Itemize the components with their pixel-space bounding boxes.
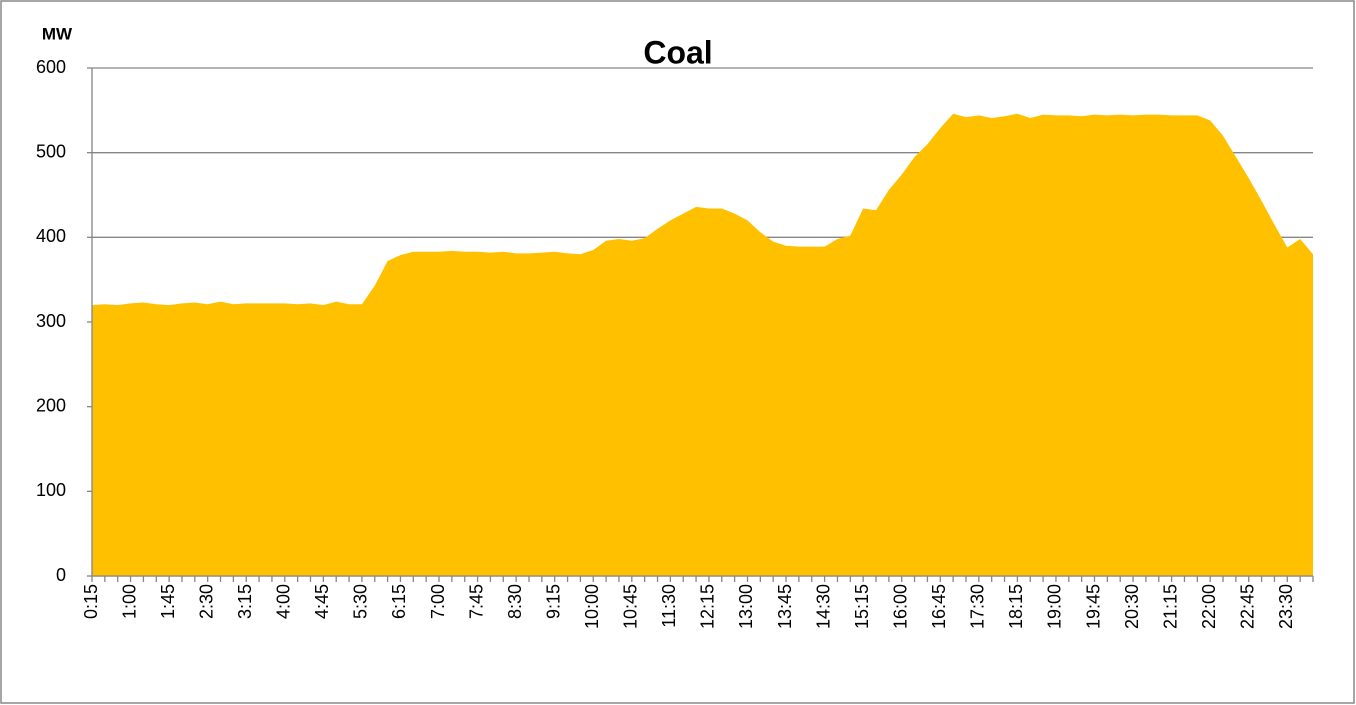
x-tick-label: 1:45 (158, 584, 178, 619)
x-tick-label: 1:00 (119, 584, 139, 619)
x-tick-label: 4:45 (312, 584, 332, 619)
x-tick-label: 0:15 (81, 584, 101, 619)
x-tick-label: 15:15 (852, 584, 872, 629)
x-tick-label: 14:30 (813, 584, 833, 629)
x-tick-label: 21:15 (1160, 584, 1180, 629)
x-tick-label: 8:30 (505, 584, 525, 619)
y-tick-label: 400 (36, 226, 66, 246)
x-tick-label: 18:15 (1006, 584, 1026, 629)
x-tick-label: 7:00 (428, 584, 448, 619)
x-tick-label: 23:30 (1276, 584, 1296, 629)
x-tick-label: 9:15 (543, 584, 563, 619)
x-tick-label: 16:00 (890, 584, 910, 629)
y-tick-label: 0 (56, 565, 66, 585)
y-tick-label: 500 (36, 141, 66, 161)
x-tick-label: 11:30 (659, 584, 679, 628)
x-tick-label: 2:30 (196, 584, 216, 619)
x-tick-label: 17:30 (968, 584, 988, 629)
y-tick-label: 200 (36, 395, 66, 415)
x-tick-label: 3:15 (235, 584, 255, 619)
x-tick-label: 16:45 (929, 584, 949, 629)
y-tick-label: 600 (36, 57, 66, 77)
x-tick-label: 19:00 (1045, 584, 1065, 629)
x-tick-label: 13:00 (736, 584, 756, 629)
y-axis-label: MW (42, 24, 73, 43)
area (92, 113, 1313, 576)
y-tick-label: 100 (36, 480, 66, 500)
x-tick-label: 4:00 (274, 584, 294, 619)
x-tick-label: 22:00 (1199, 584, 1219, 629)
chart-title: Coal (643, 34, 712, 70)
x-tick-label: 19:45 (1083, 584, 1103, 629)
y-tick-label: 300 (36, 311, 66, 331)
x-tick-label: 22:45 (1237, 584, 1257, 629)
x-tick-label: 12:15 (698, 584, 718, 629)
x-tick-label: 13:45 (775, 584, 795, 629)
x-tick-label: 10:45 (621, 584, 641, 629)
x-tick-label: 7:45 (466, 584, 486, 619)
x-tick-label: 10:00 (582, 584, 602, 629)
x-tick-label: 6:15 (389, 584, 409, 619)
x-tick-label: 20:30 (1122, 584, 1142, 629)
x-tick-label: 5:30 (351, 584, 371, 619)
